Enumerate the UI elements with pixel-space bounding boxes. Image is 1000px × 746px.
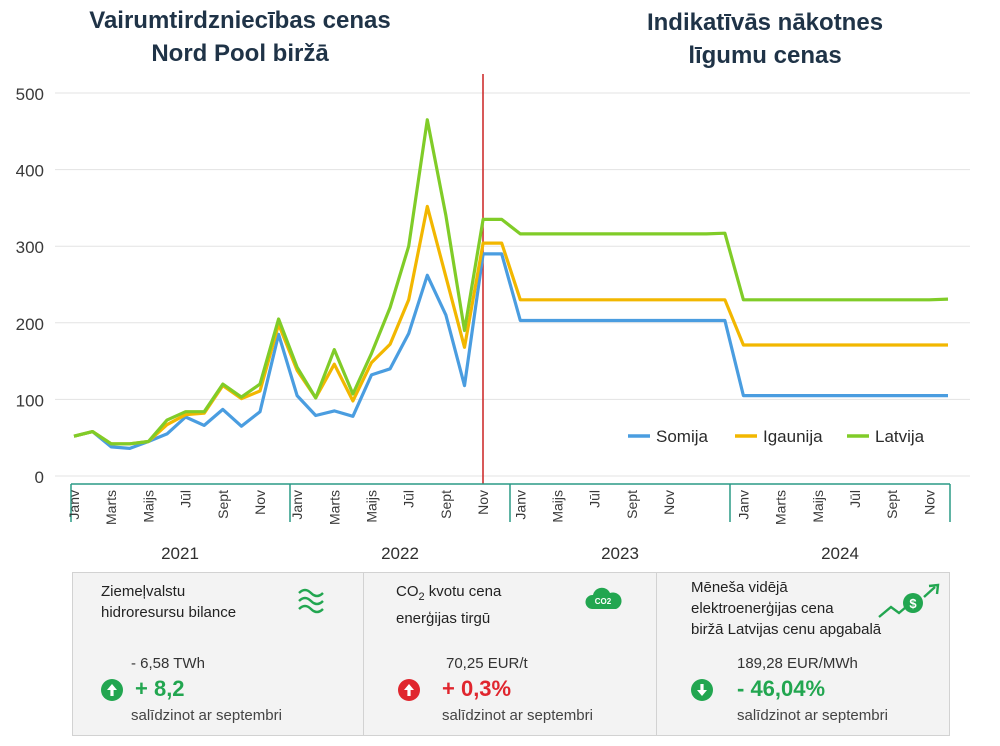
chart-title-left-line2: Nord Pool biržā <box>151 40 329 67</box>
card-change: - 46,04% <box>737 676 826 701</box>
card-note: salīdzinot ar septembri <box>131 707 282 724</box>
card-change: + 0,3% <box>442 676 512 701</box>
series-line-somija <box>73 252 948 450</box>
legend-label: Somija <box>656 427 709 446</box>
y-tick-label: 400 <box>16 162 44 181</box>
x-tick-label: Janv <box>66 490 82 520</box>
x-tick-label: Sept <box>438 490 454 519</box>
y-tick-label: 500 <box>16 85 44 104</box>
card-title: Mēneša vidējā elektroenerģijas cena biržā … <box>691 579 882 638</box>
y-tick-label: 200 <box>16 315 44 334</box>
card-title-sub: 2 <box>418 591 425 603</box>
legend-label: Latvija <box>875 427 925 446</box>
x-tick-label: Marts <box>103 490 119 525</box>
x-tick-label: Janv <box>289 490 305 520</box>
card-co2-price: CO2 kvotu cena enerģijas tirgū CO2 70,25 … <box>363 572 657 736</box>
card-change: + 8,2 <box>135 676 185 701</box>
x-tick-label: Jūl <box>587 490 603 508</box>
x-tick-label: Maijs <box>364 490 380 523</box>
x-tick-label: Sept <box>215 490 231 519</box>
water-waves-icon <box>298 588 324 614</box>
y-tick-label: 0 <box>35 468 44 487</box>
year-label: 2022 <box>381 544 419 563</box>
legend: Somija Igaunija Latvija <box>628 427 925 446</box>
series-line-latvija <box>73 118 949 446</box>
x-tick-label: Nov <box>661 490 677 515</box>
x-tick-label: Sept <box>884 490 900 519</box>
card-title-rest: kvotu cena enerģijas tirgū <box>396 583 502 627</box>
year-label: 2023 <box>601 544 639 563</box>
co2-cloud-icon: CO2 <box>585 587 622 609</box>
x-tick-label: Maijs <box>140 490 156 523</box>
arrow-up-icon <box>101 679 123 701</box>
chart-title-right-line1: Indikatīvās nākotnes <box>646 9 884 36</box>
card-title: Ziemeļvalstu hidroresursu bilance <box>101 583 237 621</box>
x-tick-label: Janv <box>735 490 751 520</box>
card-sub-value: - 6,58 TWh <box>131 655 205 672</box>
card-title: CO2 kvotu cena enerģijas tirgū <box>396 581 501 629</box>
x-tick-label: Nov <box>475 490 491 515</box>
x-tick-label: Jūl <box>847 490 863 508</box>
series-lines <box>73 118 949 450</box>
card-title-co: CO <box>396 583 419 600</box>
x-tick-label: Maijs <box>549 490 565 523</box>
chart-title-right-line2: līgumu cenas <box>688 42 842 69</box>
card-electricity-price: Mēneša vidējā elektroenerģijas cena biržā … <box>656 572 950 736</box>
card-hydro-balance: Ziemeļvalstu hidroresursu bilance - 6,58 … <box>72 572 364 736</box>
legend-label: Igaunija <box>763 427 823 446</box>
svg-text:$: $ <box>909 596 917 611</box>
card-sub-value: 189,28 EUR/MWh <box>737 655 858 672</box>
y-axis: 0 100 200 300 400 500 <box>16 85 44 487</box>
chart-title-left-line1: Vairumtirdzniecības cenas <box>89 7 391 34</box>
y-tick-label: 100 <box>16 391 44 410</box>
chart-title-left: Vairumtirdzniecības cenas Nord Pool birž… <box>40 4 440 70</box>
year-label: 2021 <box>161 544 199 563</box>
x-tick-label: Jūl <box>178 490 194 508</box>
x-tick-label: Nov <box>252 490 268 515</box>
x-axis: Janv Marts Maijs Jūl Sept Nov Janv Marts Maijs Jū… <box>66 483 951 525</box>
price-line-chart: 0 100 200 300 400 500 Janv Marts Maijs Jūl Sept No… <box>16 74 970 525</box>
co2-icon-text: CO2 <box>595 597 612 606</box>
y-tick-label: 300 <box>16 238 44 257</box>
card-note: salīdzinot ar septembri <box>442 707 593 724</box>
chart-title-right: Indikatīvās nākotnes līgumu cenas <box>565 6 965 72</box>
x-tick-label: Sept <box>624 490 640 519</box>
x-tick-label: Nov <box>921 490 937 515</box>
card-sub-value: 70,25 EUR/t <box>446 655 528 672</box>
x-tick-label: Janv <box>512 490 528 520</box>
card-note: salīdzinot ar septembri <box>737 707 888 724</box>
arrow-up-icon <box>398 679 420 701</box>
x-tick-label: Marts <box>773 490 789 525</box>
price-trend-icon: $ <box>878 583 940 618</box>
x-tick-label: Maijs <box>810 490 826 523</box>
x-tick-label: Jūl <box>401 490 417 508</box>
year-label: 2024 <box>821 544 859 563</box>
arrow-down-icon <box>691 679 713 701</box>
grid <box>55 74 970 484</box>
x-tick-label: Marts <box>326 490 342 525</box>
